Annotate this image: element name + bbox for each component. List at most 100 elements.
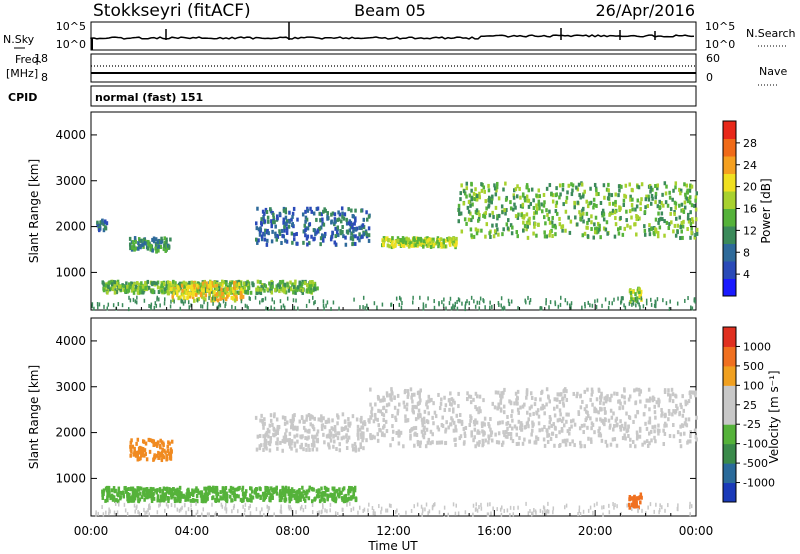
echo-cell (436, 236, 440, 241)
x-tick-label: 20:00 (578, 524, 613, 538)
echo-cell (657, 403, 660, 408)
echo-cell (166, 456, 169, 461)
echo-cell (669, 211, 672, 216)
echo-cell (679, 225, 682, 230)
echo-cell (342, 435, 345, 440)
echo-cell (651, 187, 654, 192)
echo-cell (283, 488, 287, 493)
echo-cell (164, 487, 167, 492)
echo-cell (656, 230, 660, 235)
echo-cell (418, 241, 422, 246)
echo-cell (261, 419, 264, 424)
ground-scatter-cell (659, 503, 661, 508)
ground-scatter-cell (517, 306, 519, 311)
echo-cell (402, 239, 405, 244)
ground-scatter-cell (143, 298, 146, 303)
echo-cell (482, 185, 486, 190)
echo-cell (513, 188, 516, 193)
ground-scatter-cell (150, 306, 152, 311)
echo-cell (593, 430, 596, 435)
echo-cell (216, 292, 220, 297)
echo-cell (672, 434, 676, 439)
ground-scatter-cell (529, 509, 531, 514)
echo-cell (191, 295, 195, 300)
echo-cell (426, 236, 429, 241)
echo-cell (549, 417, 552, 422)
echo-cell (203, 498, 207, 503)
echo-cell (138, 289, 142, 294)
echo-cell (580, 182, 584, 187)
echo-cell (308, 280, 312, 285)
echo-cell (263, 237, 267, 242)
ground-scatter-cell (289, 505, 292, 510)
ground-scatter-cell (398, 302, 401, 307)
echo-cell (341, 225, 344, 230)
echo-cell (241, 485, 245, 490)
echo-cell (162, 443, 165, 448)
ground-scatter-cell (201, 512, 203, 517)
echo-cell (150, 487, 154, 492)
ground-scatter-cell (237, 509, 239, 514)
echo-cell (128, 496, 131, 501)
echo-cell (127, 288, 131, 293)
echo-cell (387, 402, 391, 407)
echo-cell (334, 496, 338, 501)
ground-scatter-cell (634, 297, 637, 302)
ground-scatter-cell (247, 306, 249, 311)
echo-cell (502, 187, 505, 192)
echo-cell (172, 487, 175, 492)
echo-cell (689, 439, 692, 444)
ground-scatter-cell (587, 300, 590, 305)
echo-cell (151, 290, 154, 295)
ground-scatter-cell (489, 502, 491, 507)
echo-cell (686, 440, 689, 445)
echo-cell (270, 219, 273, 224)
echo-cell (106, 485, 109, 490)
echo-cell (142, 241, 146, 246)
echo-cell (304, 442, 308, 447)
echo-cell (617, 399, 620, 404)
echo-cell (672, 409, 675, 414)
echo-cell (257, 287, 260, 292)
ground-scatter-cell (593, 503, 596, 508)
echo-cell (459, 197, 462, 202)
echo-cell (278, 211, 282, 216)
echo-cell (159, 445, 162, 450)
echo-cell (679, 402, 682, 407)
echo-cell (224, 286, 228, 291)
echo-cell (140, 495, 144, 500)
echo-cell (587, 414, 590, 419)
echo-cell (351, 225, 354, 230)
echo-cell (582, 430, 585, 435)
echo-cell (250, 486, 253, 491)
echo-cell (293, 288, 296, 293)
echo-cell (136, 290, 140, 295)
echo-cell (543, 230, 546, 235)
ground-scatter-cell (280, 305, 283, 310)
echo-cell (621, 232, 625, 237)
echo-cell (642, 412, 646, 417)
echo-cell (306, 429, 310, 434)
echo-cell (531, 420, 534, 425)
echo-cell (516, 234, 519, 239)
echo-cell (630, 297, 633, 302)
ground-scatter-cell (559, 302, 562, 307)
echo-cell (485, 222, 489, 227)
power-colorbar-label: Power [dB] (759, 178, 773, 243)
echo-cell (480, 421, 484, 426)
echo-cell (471, 215, 474, 220)
echo-cell (612, 411, 615, 416)
echo-cell (470, 218, 473, 223)
echo-cell (281, 279, 285, 284)
echo-cell (589, 416, 592, 421)
echo-cell (358, 232, 361, 237)
echo-cell (336, 431, 340, 436)
echo-cell (258, 446, 262, 451)
echo-cell (498, 420, 502, 425)
echo-cell (603, 406, 606, 411)
beam-title: Beam 05 (354, 1, 426, 20)
echo-cell (246, 290, 250, 295)
echo-cell (176, 285, 180, 290)
echo-cell (695, 415, 698, 420)
